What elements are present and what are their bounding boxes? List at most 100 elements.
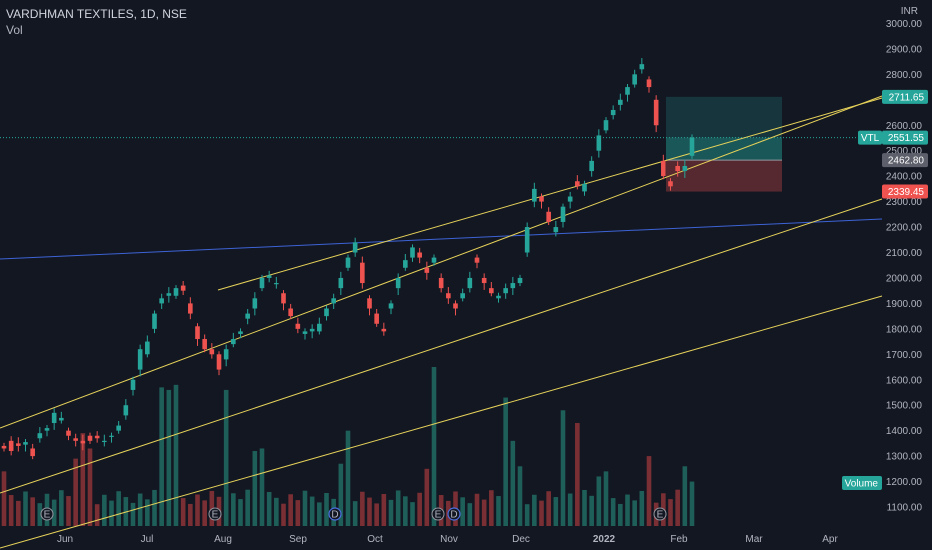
candle-body — [259, 277, 265, 289]
entry-price-badge-box — [882, 153, 928, 168]
volume-bar — [403, 496, 408, 526]
candle-body — [603, 120, 609, 131]
candle-body — [94, 435, 100, 439]
volume-bar — [180, 498, 186, 526]
volume-bar — [546, 491, 551, 526]
candle-body — [646, 79, 652, 88]
target-price-badge: 2711.65 — [882, 89, 928, 104]
time-tick-label: Mar — [745, 534, 763, 545]
volume-bar — [152, 489, 157, 526]
price-tick-label: 2900.00 — [886, 44, 923, 55]
candle-body — [202, 339, 207, 350]
volume-bar — [374, 503, 379, 526]
event-letter: E — [212, 510, 219, 521]
time-axis[interactable]: Jun Jul Aug Sep Oct Nov Dec 2022 Feb Mar Apr — [57, 534, 839, 545]
candle-body — [173, 288, 179, 296]
price-tick-label: 2100.00 — [886, 248, 923, 259]
candle-body — [395, 277, 401, 289]
candle-body — [503, 288, 508, 294]
candle-body — [446, 293, 451, 299]
volume-bar — [202, 500, 207, 526]
price-tick-label: 2300.00 — [886, 197, 923, 208]
volume-bar — [388, 499, 394, 526]
event-letter: D — [331, 510, 338, 521]
candle-body — [618, 99, 623, 105]
earnings-event-icon[interactable]: E — [431, 507, 445, 521]
candle-body — [639, 64, 645, 70]
dividend-marker[interactable] — [447, 507, 461, 521]
volume-bar — [295, 500, 301, 526]
volume-bar — [37, 503, 43, 526]
earnings-event-icon[interactable]: E — [208, 507, 222, 521]
volume-bar — [8, 495, 14, 526]
volume-bar — [503, 397, 508, 526]
volume-bar — [524, 504, 530, 526]
stop-price-badge-text: 2339.45 — [888, 187, 925, 198]
volume-bar — [109, 500, 114, 526]
candle-body — [281, 293, 286, 304]
candle-body — [209, 349, 215, 355]
dividend-event-icon[interactable]: D — [447, 507, 461, 521]
volume-bar — [675, 489, 680, 526]
volume-bar — [145, 499, 150, 526]
price-tick-label: 1300.00 — [886, 452, 923, 463]
channel-top-line — [217, 97, 883, 291]
time-tick-label: Aug — [214, 534, 232, 545]
volume-bar — [553, 497, 559, 526]
candle-body — [431, 257, 437, 263]
candle-body — [381, 328, 387, 332]
candle-body — [575, 181, 580, 187]
volume-indicator-label[interactable]: Vol — [6, 23, 23, 37]
candle-body — [216, 354, 222, 370]
volume-bar — [166, 389, 172, 526]
time-tick-label: Feb — [670, 534, 688, 545]
volume-bar — [30, 497, 35, 526]
volume-bar — [517, 466, 523, 526]
earnings-marker[interactable] — [40, 507, 54, 521]
candle-body — [496, 295, 501, 299]
dividend-marker[interactable] — [328, 507, 342, 521]
candle-body — [116, 425, 121, 431]
candle-body — [338, 277, 344, 289]
earnings-event-icon[interactable]: E — [40, 507, 54, 521]
candle-body — [331, 298, 336, 304]
candle-body — [653, 99, 659, 126]
volume-bar — [689, 481, 695, 526]
candle-body — [59, 417, 64, 421]
candle-body — [245, 313, 250, 319]
volume-bar — [288, 494, 293, 526]
candle-body — [388, 303, 394, 309]
price-tick-label: 1500.00 — [886, 401, 923, 412]
candle-body — [403, 260, 408, 268]
volume-bar — [1, 471, 7, 526]
candle-body — [37, 433, 43, 439]
volume-bar — [610, 498, 616, 526]
channel-bottom-line — [0, 295, 883, 549]
earnings-event-icon[interactable]: E — [653, 507, 667, 521]
candle-body — [410, 247, 415, 258]
candle-body — [102, 440, 107, 443]
volume-bar — [668, 499, 673, 526]
candle-body — [417, 252, 422, 258]
candle-body — [266, 275, 272, 278]
event-letter: E — [435, 510, 442, 521]
price-tick-label: 1700.00 — [886, 350, 923, 361]
symbol-title[interactable]: VARDHMAN TEXTILES, 1D, NSE — [6, 7, 187, 21]
time-tick-label: Oct — [367, 534, 383, 545]
earnings-marker[interactable] — [431, 507, 445, 521]
volume-bar — [137, 493, 143, 526]
candle-body — [589, 160, 594, 172]
volume-bar — [360, 491, 365, 526]
volume-bar — [16, 500, 21, 526]
price-tick-label: 1100.00 — [887, 503, 923, 514]
earnings-marker[interactable] — [208, 507, 222, 521]
volume-bar — [510, 440, 516, 526]
time-tick-label: Apr — [822, 534, 838, 545]
volume-bar — [345, 430, 351, 526]
earnings-marker[interactable] — [653, 507, 667, 521]
volume-bar — [188, 503, 193, 526]
candle-body — [180, 285, 186, 291]
dividend-event-icon[interactable]: D — [328, 507, 342, 521]
